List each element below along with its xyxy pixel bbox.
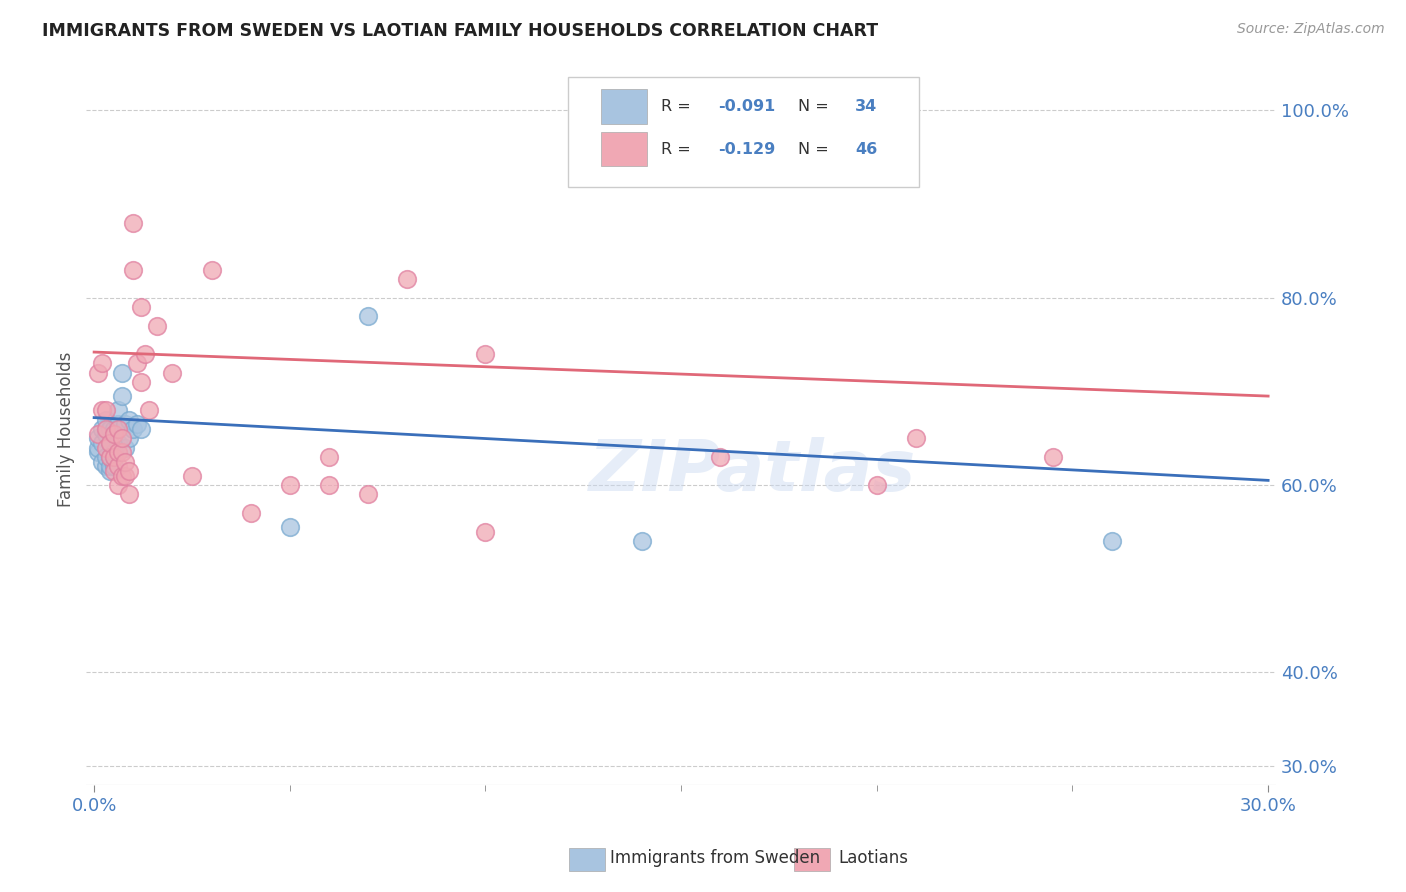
Point (110, 389, 132, 403)
Point (87, 445, 110, 459)
Point (709, 450, 731, 464)
Text: 34: 34 (855, 99, 877, 114)
Text: -0.091: -0.091 (718, 99, 775, 114)
Point (87, 426, 110, 441)
Point (103, 445, 125, 459)
Point (107, 422, 129, 436)
Point (87, 366, 110, 380)
Text: N =: N = (797, 99, 834, 114)
Y-axis label: Family Households: Family Households (58, 351, 75, 507)
Point (87, 431, 110, 445)
Point (122, 422, 145, 436)
Point (1101, 534, 1123, 549)
Point (278, 520, 301, 534)
Point (278, 478, 301, 492)
Point (94, 441, 117, 455)
Point (181, 468, 204, 483)
Point (103, 464, 125, 478)
Point (318, 450, 340, 464)
Point (145, 318, 167, 333)
Point (631, 534, 654, 549)
Point (118, 431, 141, 445)
Point (866, 478, 889, 492)
Text: N =: N = (797, 142, 834, 157)
Point (474, 524, 496, 539)
FancyBboxPatch shape (602, 89, 647, 123)
Point (107, 459, 129, 474)
Point (107, 478, 129, 492)
Point (1042, 450, 1064, 464)
FancyBboxPatch shape (602, 132, 647, 166)
Point (103, 459, 125, 474)
Point (318, 478, 340, 492)
Point (396, 272, 419, 286)
Point (127, 356, 149, 370)
Point (138, 403, 160, 417)
Text: -0.129: -0.129 (718, 142, 775, 157)
Point (357, 487, 380, 501)
Point (474, 347, 496, 361)
Point (94, 426, 117, 441)
Point (103, 450, 125, 464)
Text: 46: 46 (855, 142, 877, 157)
Point (162, 366, 184, 380)
Text: Immigrants from Sweden: Immigrants from Sweden (610, 849, 820, 867)
Point (134, 347, 156, 361)
Point (107, 417, 129, 432)
Point (114, 417, 136, 432)
Point (107, 403, 129, 417)
Point (94, 403, 117, 417)
Point (110, 445, 132, 459)
Point (91, 356, 114, 370)
Text: R =: R = (661, 142, 696, 157)
Point (98, 464, 121, 478)
Point (122, 216, 145, 230)
FancyBboxPatch shape (568, 77, 920, 186)
Text: IMMIGRANTS FROM SWEDEN VS LAOTIAN FAMILY HOUSEHOLDS CORRELATION CHART: IMMIGRANTS FROM SWEDEN VS LAOTIAN FAMILY… (42, 22, 879, 40)
Point (98, 422, 121, 436)
Text: Source: ZipAtlas.com: Source: ZipAtlas.com (1237, 22, 1385, 37)
Text: R =: R = (661, 99, 696, 114)
Point (118, 464, 141, 478)
Point (98, 436, 121, 450)
Point (114, 455, 136, 469)
Point (103, 422, 125, 436)
Point (98, 450, 121, 464)
Point (114, 468, 136, 483)
Point (110, 468, 132, 483)
Text: ZIPatlas: ZIPatlas (589, 437, 917, 506)
Point (98, 450, 121, 464)
Point (357, 310, 380, 324)
Point (103, 426, 125, 441)
Point (87, 441, 110, 455)
Point (94, 459, 117, 474)
Point (110, 431, 132, 445)
Point (114, 441, 136, 455)
Point (122, 262, 145, 277)
Point (107, 436, 129, 450)
Point (107, 445, 129, 459)
Point (110, 366, 132, 380)
Point (91, 436, 114, 450)
Point (129, 422, 152, 436)
Point (129, 300, 152, 314)
Point (904, 431, 927, 445)
Point (94, 450, 117, 464)
Point (118, 412, 141, 426)
Point (94, 412, 117, 426)
Point (239, 506, 262, 520)
Point (118, 487, 141, 501)
Point (127, 417, 149, 432)
Text: Laotians: Laotians (838, 849, 908, 867)
Point (98, 436, 121, 450)
Point (91, 403, 114, 417)
Point (94, 422, 117, 436)
Point (200, 262, 222, 277)
Point (91, 422, 114, 436)
Point (91, 455, 114, 469)
Point (129, 375, 152, 389)
Point (98, 459, 121, 474)
